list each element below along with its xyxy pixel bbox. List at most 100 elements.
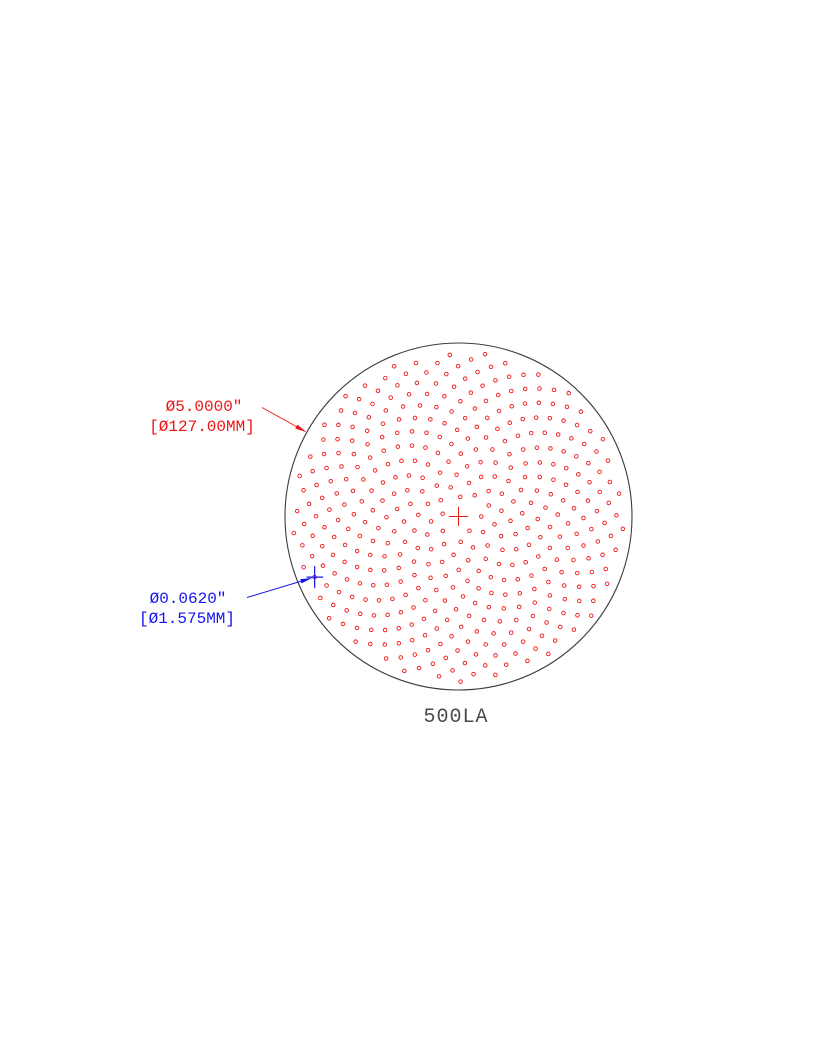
vacuum-hole [371, 582, 376, 588]
vacuum-hole [546, 651, 551, 657]
vacuum-hole [509, 388, 514, 394]
vacuum-hole [577, 598, 582, 604]
vacuum-hole [490, 447, 495, 452]
vacuum-hole [385, 612, 390, 618]
vacuum-hole [581, 515, 586, 521]
leader-line [246, 580, 302, 598]
vacuum-hole [591, 583, 596, 589]
vacuum-hole [508, 518, 513, 524]
vacuum-hole [576, 584, 582, 590]
vacuum-hole [578, 409, 584, 414]
vacuum-hole [437, 434, 443, 440]
vacuum-hole [438, 641, 443, 647]
vacuum-hole [319, 495, 325, 501]
vacuum-hole [416, 665, 422, 671]
vacuum-hole [443, 573, 449, 579]
vacuum-hole [513, 651, 518, 656]
vacuum-hole [501, 642, 507, 647]
vacuum-hole [436, 674, 442, 679]
vacuum-hole [561, 610, 566, 616]
vacuum-hole [351, 451, 357, 457]
vacuum-hole [300, 543, 305, 548]
vacuum-hole [508, 630, 514, 635]
vacuum-hole [442, 421, 447, 426]
vacuum-hole [537, 460, 543, 465]
vacuum-hole [475, 369, 480, 375]
outer-diameter-dimension: Ø5.0000″ [Ø127.00MM] [149, 398, 307, 436]
vacuum-hole [548, 446, 553, 451]
vacuum-hole [516, 604, 522, 610]
vacuum-hole [380, 480, 386, 485]
vacuum-hole [483, 398, 489, 404]
vacuum-hole [451, 384, 457, 390]
vacuum-hole [520, 510, 525, 516]
vacuum-hole [497, 619, 503, 624]
vacuum-hole [451, 552, 456, 558]
vacuum-hole [379, 434, 385, 440]
vacuum-hole [382, 642, 388, 647]
vacuum-hole [559, 570, 564, 575]
vacuum-hole [396, 641, 402, 646]
vacuum-hole [396, 565, 401, 571]
vacuum-hole [432, 608, 438, 614]
outer-diameter-leader [261, 407, 307, 433]
vacuum-hole [409, 622, 414, 627]
vacuum-hole [561, 449, 566, 454]
vacuum-hole [605, 458, 611, 463]
vacuum-hole [415, 545, 421, 551]
vacuum-hole [473, 652, 479, 657]
vacuum-hole [548, 492, 554, 497]
vacuum-hole [368, 627, 374, 633]
vacuum-hole [370, 538, 376, 544]
vacuum-hole [394, 506, 400, 512]
vacuum-hole [327, 507, 332, 512]
vacuum-hole [384, 514, 389, 520]
vacuum-hole [465, 639, 471, 644]
vacuum-hole [465, 578, 470, 584]
vacuum-hole [506, 374, 512, 379]
vacuum-hole [310, 468, 315, 474]
vacuum-hole [437, 470, 443, 475]
vacuum-hole [336, 422, 341, 428]
vacuum-hole [526, 626, 532, 632]
vacuum-hole [607, 479, 613, 485]
outer-diameter-label-mm: [Ø127.00MM] [149, 418, 255, 436]
vacuum-hole [498, 533, 504, 539]
vacuum-hole [522, 386, 528, 392]
vacuum-hole [301, 564, 306, 570]
hole-pattern [291, 352, 626, 684]
vacuum-hole [440, 511, 445, 516]
vacuum-hole [349, 594, 355, 600]
vacuum-hole [483, 642, 488, 647]
vacuum-hole [587, 480, 592, 485]
vacuum-hole [355, 464, 360, 470]
vacuum-hole [597, 469, 602, 475]
vacuum-hole [513, 531, 518, 537]
vacuum-hole [563, 482, 569, 488]
vacuum-hole [525, 658, 530, 664]
vacuum-hole [322, 422, 327, 428]
vacuum-hole [514, 546, 519, 552]
vacuum-hole [589, 613, 594, 618]
vacuum-hole [434, 626, 439, 631]
vacuum-hole [493, 460, 498, 465]
vacuum-hole [544, 620, 549, 625]
vacuum-hole [344, 608, 349, 613]
vacuum-hole [472, 600, 478, 606]
vacuum-hole [528, 430, 534, 436]
vacuum-hole [493, 378, 498, 383]
vacuum-hole [515, 577, 521, 582]
vacuum-hole [424, 391, 430, 397]
vacuum-hole [361, 477, 366, 482]
vacuum-hole [466, 480, 472, 486]
vacuum-hole [555, 512, 560, 517]
vacuum-hole [380, 498, 385, 503]
vacuum-hole [441, 541, 447, 547]
vacuum-hole [368, 567, 373, 573]
vacuum-hole [496, 408, 502, 414]
vacuum-hole [467, 528, 472, 534]
vacuum-hole [509, 404, 514, 409]
vacuum-hole [409, 429, 415, 434]
vacuum-hole [574, 422, 580, 428]
